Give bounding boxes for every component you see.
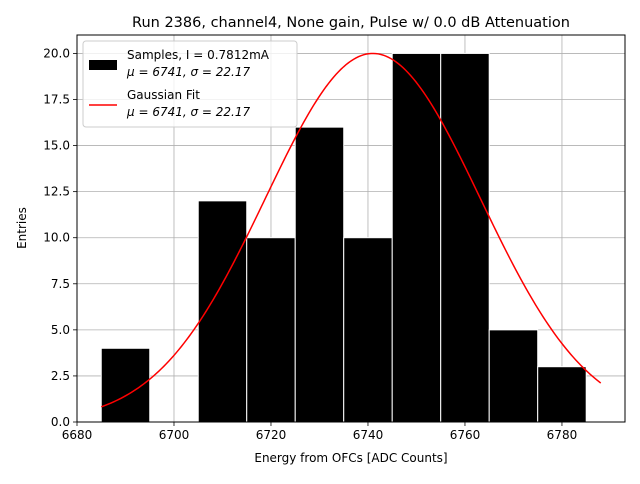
histogram-bar (343, 237, 393, 423)
plot-frame (76, 34, 626, 423)
histogram-bars (100, 52, 587, 423)
histogram-bar (294, 126, 345, 423)
y-tick-label: 7.5 (51, 277, 70, 291)
y-tick-label: 20.0 (43, 46, 70, 60)
x-tick-label: 6720 (256, 428, 287, 442)
histogram-bar (537, 366, 587, 423)
fit-line-group (100, 52, 602, 408)
gaussian-fit-line (100, 52, 602, 408)
y-tick-label: 12.5 (43, 185, 70, 199)
y-axis-label: Entries (15, 207, 29, 249)
y-axis-ticks: 0.0 2.5 5.0 7.5 10.0 12.5 15.0 17.5 20.0 (43, 46, 77, 429)
legend-swatch-samples (89, 60, 117, 70)
y-tick-label: 5.0 (51, 323, 70, 337)
x-tick-label: 6740 (353, 428, 384, 442)
y-tick-label: 10.0 (43, 231, 70, 245)
legend-stats-fit: μ = 6741, σ = 22.17 (126, 105, 250, 119)
legend-stats-samples: μ = 6741, σ = 22.17 (126, 65, 250, 79)
chart-title: Run 2386, channel4, None gain, Pulse w/ … (132, 15, 570, 31)
y-tick-label: 15.0 (43, 139, 70, 153)
legend-label-fit: Gaussian Fit (127, 88, 200, 102)
x-tick-label: 6700 (159, 428, 190, 442)
legend-box (82, 40, 298, 128)
legend-label-samples: Samples, I = 0.7812mA (127, 48, 270, 62)
y-tick-label: 17.5 (43, 93, 70, 107)
histogram-bar (488, 329, 539, 423)
y-tick-label: 0.0 (51, 415, 70, 429)
x-tick-label: 6760 (450, 428, 481, 442)
histogram-bar (246, 237, 296, 423)
x-tick-label: 6680 (62, 428, 93, 442)
legend: Samples, I = 0.7812mA μ = 6741, σ = 22.1… (82, 40, 298, 128)
x-tick-label: 6780 (547, 428, 578, 442)
histogram-bar (440, 52, 490, 423)
y-tick-label: 2.5 (51, 369, 70, 383)
x-axis-label: Energy from OFCs [ADC Counts] (254, 451, 447, 465)
x-axis-ticks: 6680 6700 6720 6740 6760 6780 (62, 422, 578, 442)
